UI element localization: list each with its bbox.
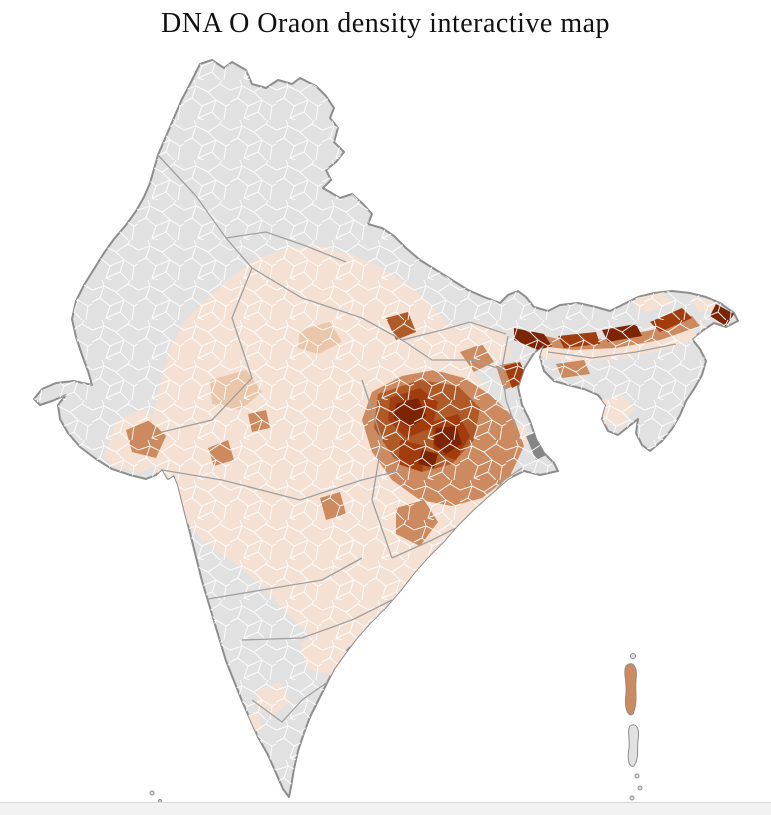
map-title: DNA O Oraon density interactive map [160,8,611,39]
islands[interactable] [149,653,643,803]
horizontal-scrollbar[interactable] [0,802,771,815]
nicobar-islet[interactable] [629,795,635,801]
nicobar-islet[interactable] [634,773,640,779]
andaman-island-gray[interactable] [627,724,639,767]
district-region-medium[interactable] [248,410,270,432]
lakshadweep-islet[interactable] [149,790,155,796]
state-boundaries [157,154,677,723]
nicobar-islet[interactable] [637,785,643,791]
andaman-island-medium[interactable] [624,663,637,716]
andaman-islet[interactable] [630,653,636,659]
